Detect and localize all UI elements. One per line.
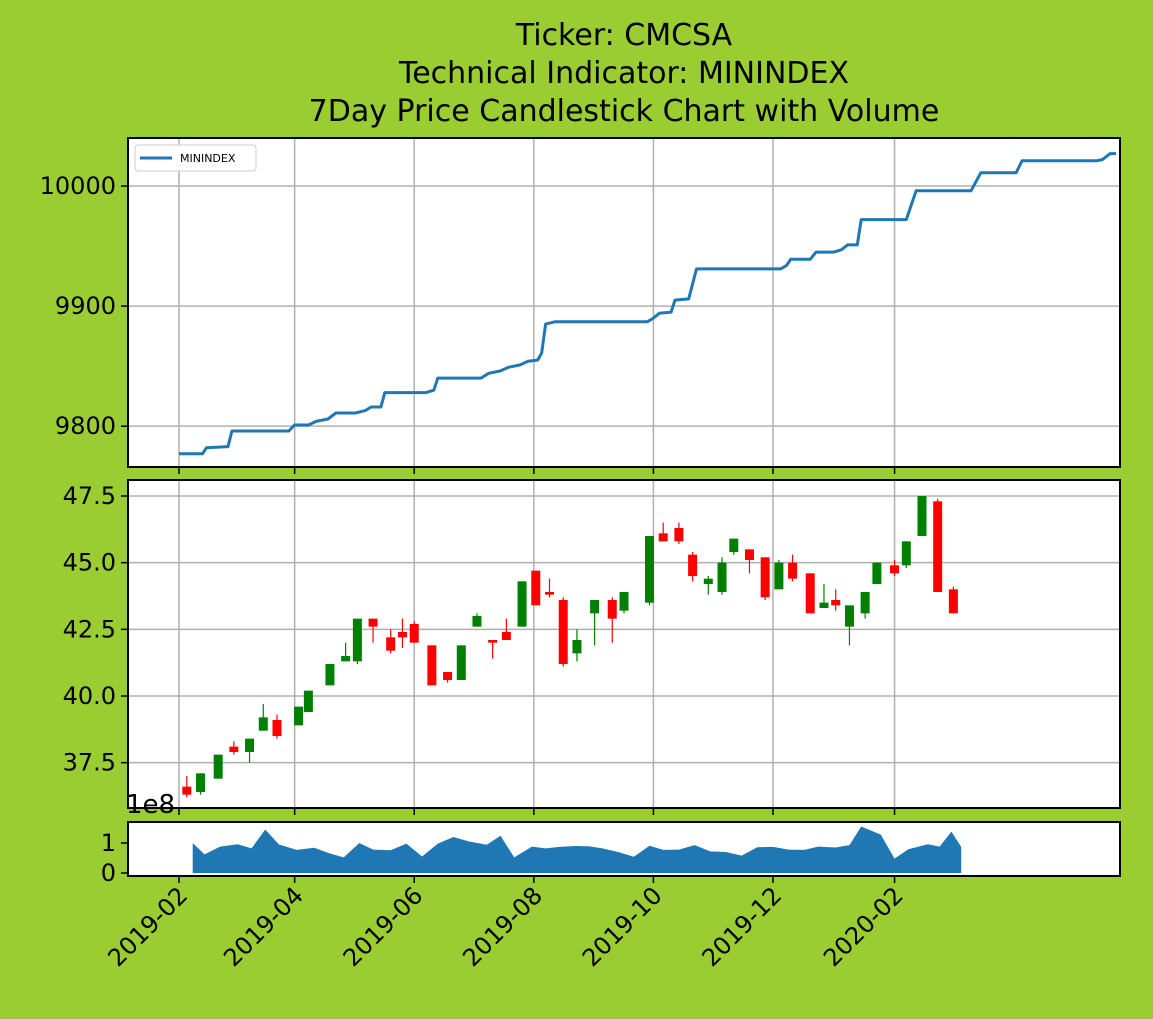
candle-body-down — [558, 600, 568, 664]
candle-body-up — [590, 600, 600, 614]
candle-body-down — [933, 501, 943, 592]
candle-body-up — [717, 562, 727, 592]
candle-body-up — [472, 616, 482, 627]
indicator-panel: 9800 9900 10000 MININDEX — [40, 137, 1121, 474]
candle-body-down — [443, 672, 453, 680]
candle-body-down — [658, 533, 668, 542]
candle-body-down — [368, 618, 378, 627]
price-y-tick-label: 40.0 — [63, 682, 116, 710]
volume-y-ticks: 01 — [101, 829, 128, 887]
candle-body-up — [572, 640, 582, 654]
candle-body-up — [619, 592, 629, 611]
indicator-frame — [127, 137, 1121, 468]
candle-body-up — [325, 664, 335, 686]
legend: MININDEX — [134, 144, 257, 172]
indicator-x-ticks — [178, 467, 896, 474]
indicator-y-ticks: 9800 9900 10000 — [40, 172, 128, 440]
candle-body-up — [456, 645, 466, 680]
candle-body-down — [386, 637, 396, 651]
price-plot-area — [128, 480, 1120, 808]
price-x-ticks — [178, 808, 896, 815]
candle-body-up — [819, 602, 829, 608]
candle-body-up — [644, 536, 654, 603]
candle-body-down — [545, 592, 555, 595]
candle-body-up — [917, 496, 927, 536]
candle-body-down — [397, 632, 407, 638]
chart-title-line-2: Technical Indicator: MININDEX — [398, 56, 849, 91]
candle-body-up — [341, 656, 351, 662]
candle-body-up — [352, 618, 362, 662]
candle-body-down — [607, 600, 617, 619]
candle-body-up — [196, 773, 206, 792]
candle-body-down — [788, 562, 798, 579]
candle-body-down — [229, 746, 239, 752]
candle-body-up — [901, 541, 911, 566]
candle-body-up — [517, 581, 527, 627]
volume-y-tick-label: 0 — [101, 859, 116, 887]
candle-body-up — [774, 562, 784, 590]
volume-frame — [127, 821, 1121, 877]
candle-body-down — [890, 565, 900, 574]
indicator-y-tick-label: 9900 — [55, 292, 116, 320]
candle-body-down — [948, 589, 958, 614]
volume-offset-text: 1e8 — [126, 790, 175, 820]
candle-body-down — [744, 549, 754, 560]
candle-body-down — [674, 528, 684, 542]
price-y-tick-label: 45.0 — [63, 549, 116, 577]
minindex-line — [179, 152, 1117, 456]
legend-box — [134, 144, 257, 172]
candle-body-up — [844, 605, 854, 627]
price-panel: 37.5 40.0 42.5 45.0 47.5 — [63, 479, 1121, 815]
candle-body-down — [182, 786, 192, 795]
candle-body-up — [213, 754, 223, 779]
candle-body-down — [272, 720, 282, 736]
price-y-tick-label: 42.5 — [63, 615, 116, 643]
candle-body-up — [245, 738, 255, 752]
candle-body-down — [531, 570, 541, 606]
chart-title-line-3: 7Day Price Candlestick Chart with Volume — [309, 94, 940, 129]
candle-body-down — [688, 554, 698, 576]
candles — [182, 496, 958, 798]
price-y-tick-label: 37.5 — [63, 749, 116, 777]
candle-body-down — [831, 600, 841, 606]
price-frame — [127, 479, 1121, 809]
indicator-y-tick-label: 9800 — [55, 412, 116, 440]
price-y-tick-label: 47.5 — [63, 482, 116, 510]
candle-body-down — [409, 624, 419, 643]
candle-body-down — [501, 632, 511, 640]
chart-title-line-1: Ticker: CMCSA — [515, 18, 733, 53]
indicator-plot-area — [128, 138, 1120, 467]
candle-body-down — [488, 640, 498, 643]
candle-body-up — [294, 706, 304, 726]
candle-body-down — [805, 573, 815, 614]
candle-body-up — [729, 538, 739, 552]
indicator-y-tick-label: 10000 — [40, 172, 116, 200]
candle-body-up — [872, 562, 882, 584]
candle-body-up — [860, 592, 870, 614]
volume-y-tick-label: 1 — [101, 829, 116, 857]
candle-body-up — [303, 690, 313, 712]
price-grid — [128, 480, 1120, 808]
legend-label: MININDEX — [180, 152, 236, 165]
candle-body-down — [760, 557, 770, 598]
candle-body-up — [258, 717, 268, 731]
candle-body-down — [427, 645, 437, 686]
price-y-ticks: 37.5 40.0 42.5 45.0 47.5 — [63, 482, 128, 777]
volume-area — [192, 826, 962, 873]
candle-body-up — [703, 578, 713, 584]
